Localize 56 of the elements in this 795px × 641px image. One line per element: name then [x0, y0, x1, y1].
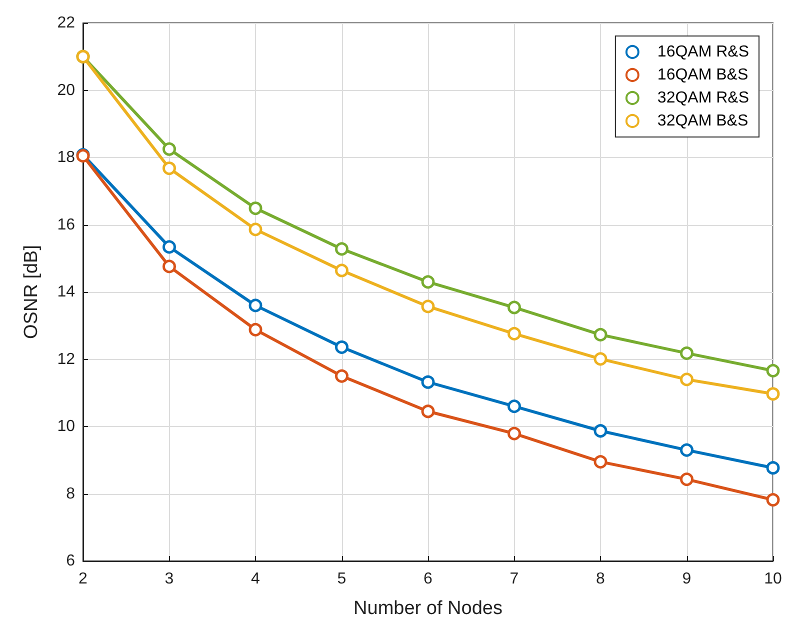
point — [766, 493, 780, 507]
point — [162, 240, 176, 254]
point — [248, 322, 262, 336]
point — [421, 375, 435, 389]
legend-label: 16QAM B&S — [657, 66, 748, 84]
point — [680, 472, 694, 486]
point — [421, 404, 435, 418]
point — [335, 369, 348, 383]
point — [162, 162, 176, 176]
y-tick-label: 18 — [57, 149, 76, 166]
point — [766, 461, 780, 475]
y-tick-label: 14 — [57, 284, 76, 300]
point — [421, 300, 435, 314]
point — [594, 328, 608, 342]
point — [162, 260, 176, 274]
x-tick-label: 8 — [596, 570, 606, 588]
y-tick-label: 12 — [57, 350, 76, 368]
point — [335, 242, 348, 256]
point — [335, 264, 348, 278]
point — [680, 372, 694, 386]
point — [421, 275, 435, 289]
point — [594, 352, 608, 366]
y-tick-label: 8 — [66, 485, 76, 502]
legend-label: 32QAM R&S — [657, 90, 750, 106]
x-tick-label: 4 — [251, 570, 260, 588]
x-tick-label: 7 — [510, 570, 519, 588]
point — [508, 426, 521, 440]
point — [766, 387, 780, 401]
x-tick-label: 10 — [764, 570, 782, 588]
y-tick-label: 6 — [66, 552, 76, 570]
x-tick-label: 2 — [78, 570, 88, 588]
point — [680, 346, 694, 360]
y-tick-label: 20 — [57, 82, 76, 99]
point — [766, 364, 780, 378]
x-tick-label: 5 — [337, 570, 346, 588]
point — [162, 142, 176, 156]
point — [594, 424, 608, 438]
point — [508, 326, 521, 340]
point — [335, 340, 348, 354]
x-tick-label: 6 — [424, 570, 433, 588]
point — [594, 455, 608, 469]
x-tick-label: 3 — [164, 570, 174, 588]
y-tick-label: 22 — [57, 14, 76, 32]
y-tick-label: 10 — [57, 418, 76, 435]
point — [248, 298, 262, 312]
y-axis-title: OSNR [dB] — [21, 245, 42, 339]
point — [248, 222, 262, 236]
x-tick-label: 9 — [682, 570, 692, 588]
legend-label: 16QAM R&S — [657, 44, 750, 60]
x-axis-title: Number of Nodes — [354, 598, 502, 619]
legend-label: 32QAM B&S — [657, 112, 748, 130]
point — [248, 202, 262, 216]
point — [508, 300, 521, 314]
point — [508, 400, 521, 414]
point — [680, 443, 694, 457]
y-tick-label: 16 — [57, 216, 76, 234]
